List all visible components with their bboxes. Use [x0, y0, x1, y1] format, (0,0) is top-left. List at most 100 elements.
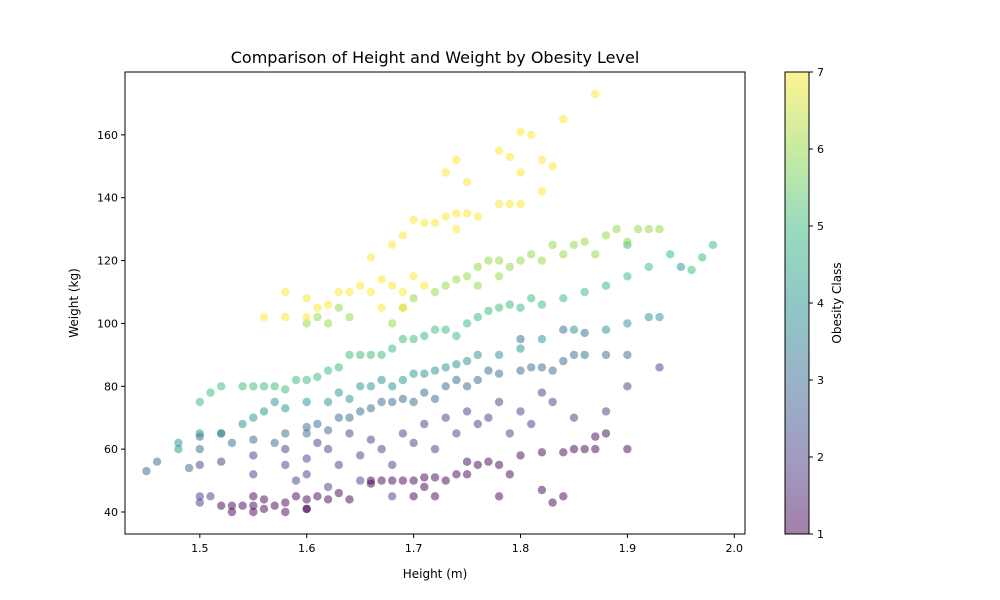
data-point: [195, 498, 204, 507]
data-point: [249, 451, 258, 460]
data-point: [238, 419, 247, 429]
data-point: [302, 319, 311, 328]
data-point: [569, 413, 579, 422]
data-point: [559, 356, 568, 366]
data-point: [334, 388, 343, 397]
data-point: [345, 429, 354, 438]
data-point: [302, 429, 311, 438]
data-point: [430, 492, 440, 501]
data-point: [313, 419, 322, 429]
data-point: [430, 473, 440, 482]
data-point: [345, 312, 354, 322]
data-point: [281, 287, 290, 297]
data-point: [398, 375, 408, 385]
data-point: [377, 444, 386, 454]
x-tick-label: 1.5: [191, 542, 209, 555]
data-point: [580, 444, 589, 454]
data-point: [377, 397, 386, 407]
data-point: [366, 476, 376, 485]
data-point: [505, 470, 514, 479]
scatter-points: [142, 89, 718, 517]
data-point: [484, 366, 493, 375]
data-point: [708, 240, 718, 250]
data-point: [313, 303, 322, 312]
data-point: [388, 344, 397, 353]
data-point: [430, 444, 440, 454]
data-point: [462, 209, 472, 218]
data-point: [302, 504, 311, 514]
data-point: [377, 476, 386, 485]
data-point: [398, 334, 408, 344]
data-point: [313, 312, 322, 322]
data-point: [452, 360, 461, 369]
data-point: [441, 476, 450, 485]
data-point: [259, 382, 269, 391]
data-point: [291, 492, 301, 501]
data-point: [345, 350, 354, 360]
data-point: [441, 168, 450, 177]
data-point: [591, 89, 600, 99]
data-point: [494, 492, 504, 501]
data-point: [345, 287, 354, 297]
data-point: [580, 328, 589, 338]
data-point: [409, 272, 418, 281]
data-point: [398, 231, 408, 240]
data-point: [473, 419, 482, 429]
data-point: [195, 444, 204, 454]
data-point: [484, 306, 493, 316]
data-point: [569, 444, 579, 454]
data-point: [580, 237, 589, 246]
data-point: [537, 485, 547, 495]
data-point: [174, 438, 183, 448]
colorbar-label: Obesity Class: [830, 262, 844, 343]
data-point: [291, 476, 301, 485]
data-point: [366, 253, 376, 262]
data-point: [537, 256, 547, 265]
data-point: [356, 476, 365, 485]
data-point: [484, 413, 493, 422]
data-point: [559, 492, 568, 501]
data-point: [313, 492, 322, 501]
data-point: [548, 162, 557, 171]
data-point: [516, 199, 525, 209]
data-point: [227, 438, 237, 448]
data-point: [366, 287, 376, 297]
data-point: [537, 448, 547, 457]
data-point: [238, 382, 247, 391]
data-point: [323, 300, 333, 309]
data-point: [516, 366, 525, 375]
data-point: [409, 215, 418, 224]
data-point: [462, 319, 472, 328]
data-point: [527, 419, 536, 429]
data-point: [505, 152, 514, 162]
y-tick-label: 80: [104, 380, 118, 393]
data-point: [323, 495, 333, 504]
data-point: [302, 454, 311, 463]
data-point: [516, 451, 525, 460]
data-point: [409, 492, 418, 501]
data-point: [494, 350, 504, 360]
data-point: [195, 397, 204, 407]
data-point: [217, 457, 226, 466]
data-point: [623, 382, 632, 391]
data-point: [334, 287, 343, 297]
data-point: [388, 281, 397, 290]
data-point: [580, 287, 589, 297]
data-point: [430, 325, 440, 334]
data-point: [420, 473, 429, 482]
data-point: [420, 281, 429, 290]
data-point: [152, 457, 162, 466]
data-point: [206, 492, 215, 501]
data-point: [441, 212, 450, 221]
data-point: [462, 356, 472, 366]
data-point: [323, 366, 333, 375]
data-point: [249, 470, 258, 479]
data-point: [323, 319, 333, 328]
data-point: [227, 501, 237, 510]
data-point: [569, 240, 579, 250]
data-point: [259, 495, 269, 504]
data-point: [462, 457, 472, 466]
data-point: [409, 397, 418, 407]
data-point: [548, 366, 557, 375]
data-point: [505, 429, 514, 438]
